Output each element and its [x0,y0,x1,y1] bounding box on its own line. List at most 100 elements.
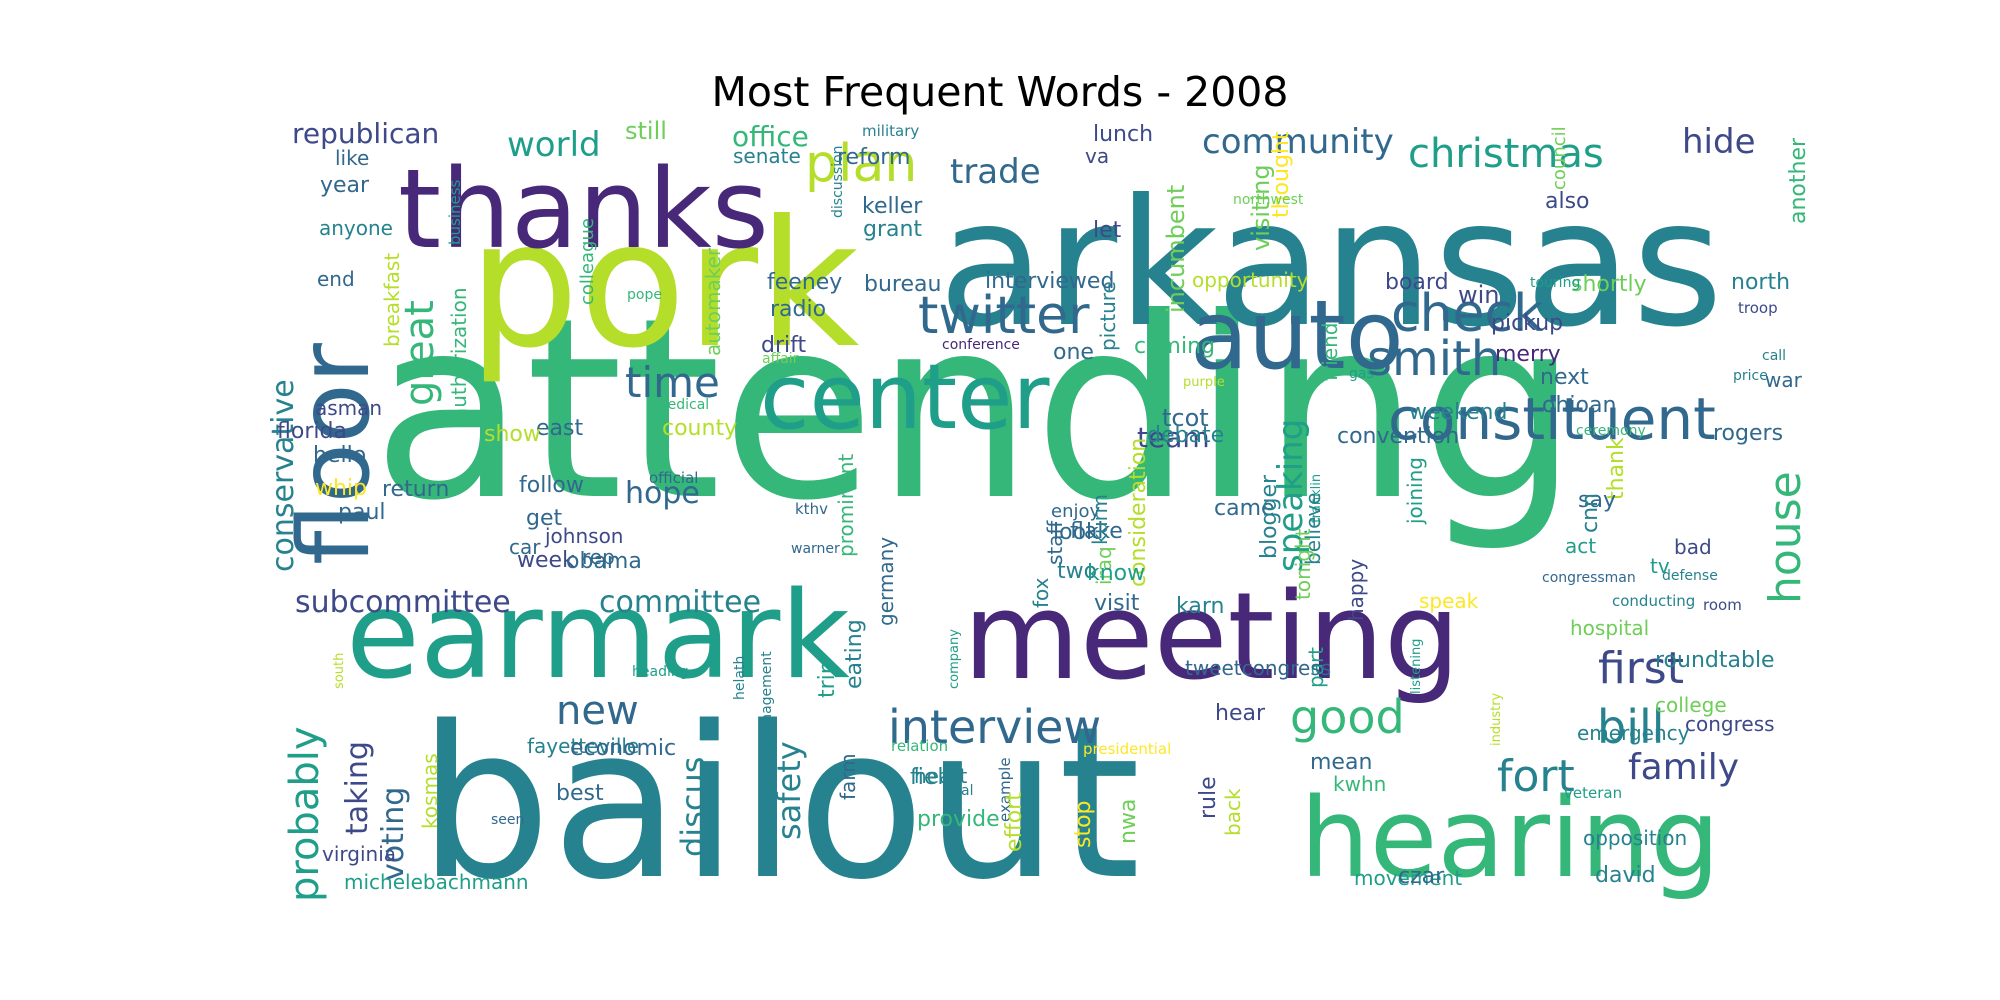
word-came: came [1214,496,1275,521]
word-college: college [1655,693,1727,717]
word-office: office [732,120,809,153]
word-congressman: congressman [1542,570,1636,586]
word-va: va [1085,144,1109,168]
word-happy: happy [1344,559,1368,621]
word-warner: warner [791,541,840,557]
chart-title: Most Frequent Words - 2008 [711,68,1289,116]
word-congress: congress [1685,712,1775,736]
word-safety: safety [770,741,808,840]
word-picture: picture [1096,281,1120,351]
word-industry: industry [1489,692,1504,746]
word-touring: touring [1530,275,1580,291]
word-discus: discus [674,757,712,857]
word-discussion: discussion [830,145,846,218]
word-speaking: speaking [1271,419,1311,572]
word-act: act [1565,534,1596,558]
word-bill: bill [1597,700,1665,754]
word-breakfast: breakfast [380,253,404,347]
word-lunch: lunch [1093,122,1153,147]
word-two: two [1057,559,1097,584]
word-real: real [947,783,974,799]
word-prominent: prominent [834,454,858,557]
word-example: example [996,757,1014,822]
word-know: know [1087,561,1145,586]
word-paul: paul [338,500,386,525]
word-obama: obama [566,549,642,574]
word-tonight: tonight [1291,528,1315,600]
word-florida: florida [277,419,347,444]
word-bailout: bailout [418,681,1141,926]
word-let: let [1093,218,1122,243]
word-kosmas: kosmas [418,753,442,829]
word-attending: attending [372,264,1579,555]
word-meeting: meeting [963,568,1460,707]
word-year: year [320,173,370,198]
word-speak: speak [1419,589,1479,613]
word-east: east [536,416,583,441]
word-flake: flake [1070,519,1123,544]
word-county: county [662,416,737,441]
word-house: house [1760,471,1811,604]
word-weekend: weekend [1409,400,1507,425]
word-anyone: anyone [319,216,393,240]
word-provide: provide [917,807,1000,832]
word-north: north [1731,270,1790,295]
word-also: also [1545,189,1590,214]
word-get: get [526,506,563,531]
word-christmas: christmas [1408,131,1604,177]
word-johnson: johnson [544,524,623,548]
word-heading: heading [632,664,689,680]
word-floor: floor [278,342,392,565]
word-fort: fort [1497,751,1575,802]
word-family: family [1628,747,1739,788]
word-community: community [1202,122,1394,162]
word-war: war [1765,368,1803,392]
word-world: world [507,125,601,165]
word-bureau: bureau [864,272,941,297]
word-helath: helath [732,656,748,700]
word-stop: stop [1071,800,1096,848]
word-visit: visit [1094,591,1140,616]
word-presidential: presidential [1083,740,1171,758]
word-one: one [1053,340,1094,365]
word-call: call [1762,348,1786,364]
word-ohioan: ohioan [1542,393,1616,418]
word-troop: troop [1738,299,1778,317]
word-michelebachmann: michelebachmann [344,870,529,894]
word-twitter: twitter [918,286,1090,346]
word-roundtable: roundtable [1655,648,1775,673]
word-pork: pork [468,184,859,387]
word-seen: seen [491,812,524,828]
word-debate: debate [1147,423,1224,448]
word-heart: heart [914,764,967,788]
word-board: board [1385,270,1449,295]
word-kurm: kurm [1088,494,1112,545]
word-car: car [509,535,541,559]
word-tcot: tcot [1162,404,1209,432]
word-south: south [332,653,347,689]
word-end: end [317,267,355,291]
word-trade: trade [950,152,1041,192]
word-interviewed: interviewed [985,269,1114,294]
word-tv: tv [1650,554,1670,578]
word-hello: hello [313,443,366,468]
word-say: say [1578,488,1616,513]
word-smith: smith [1367,331,1501,387]
word-voting: voting [376,787,411,881]
word-thanks: thanks [398,145,769,273]
word-republican: republican [292,117,439,150]
word-emergency: emergency [1577,721,1690,745]
word-grant: grant [863,217,922,242]
word-mean: mean [1310,750,1372,775]
word-kwhn: kwhn [1333,772,1386,796]
word-business: business [446,179,464,245]
word-check: check [1391,284,1543,344]
word-committee: committee [599,585,761,620]
word-first: first [1598,643,1684,694]
word-follow: follow [519,473,584,498]
word-david: david [1595,863,1656,888]
word-return: return [382,477,449,502]
word-coming: coming [1134,334,1215,359]
word-northwest: northwest [1233,192,1304,208]
